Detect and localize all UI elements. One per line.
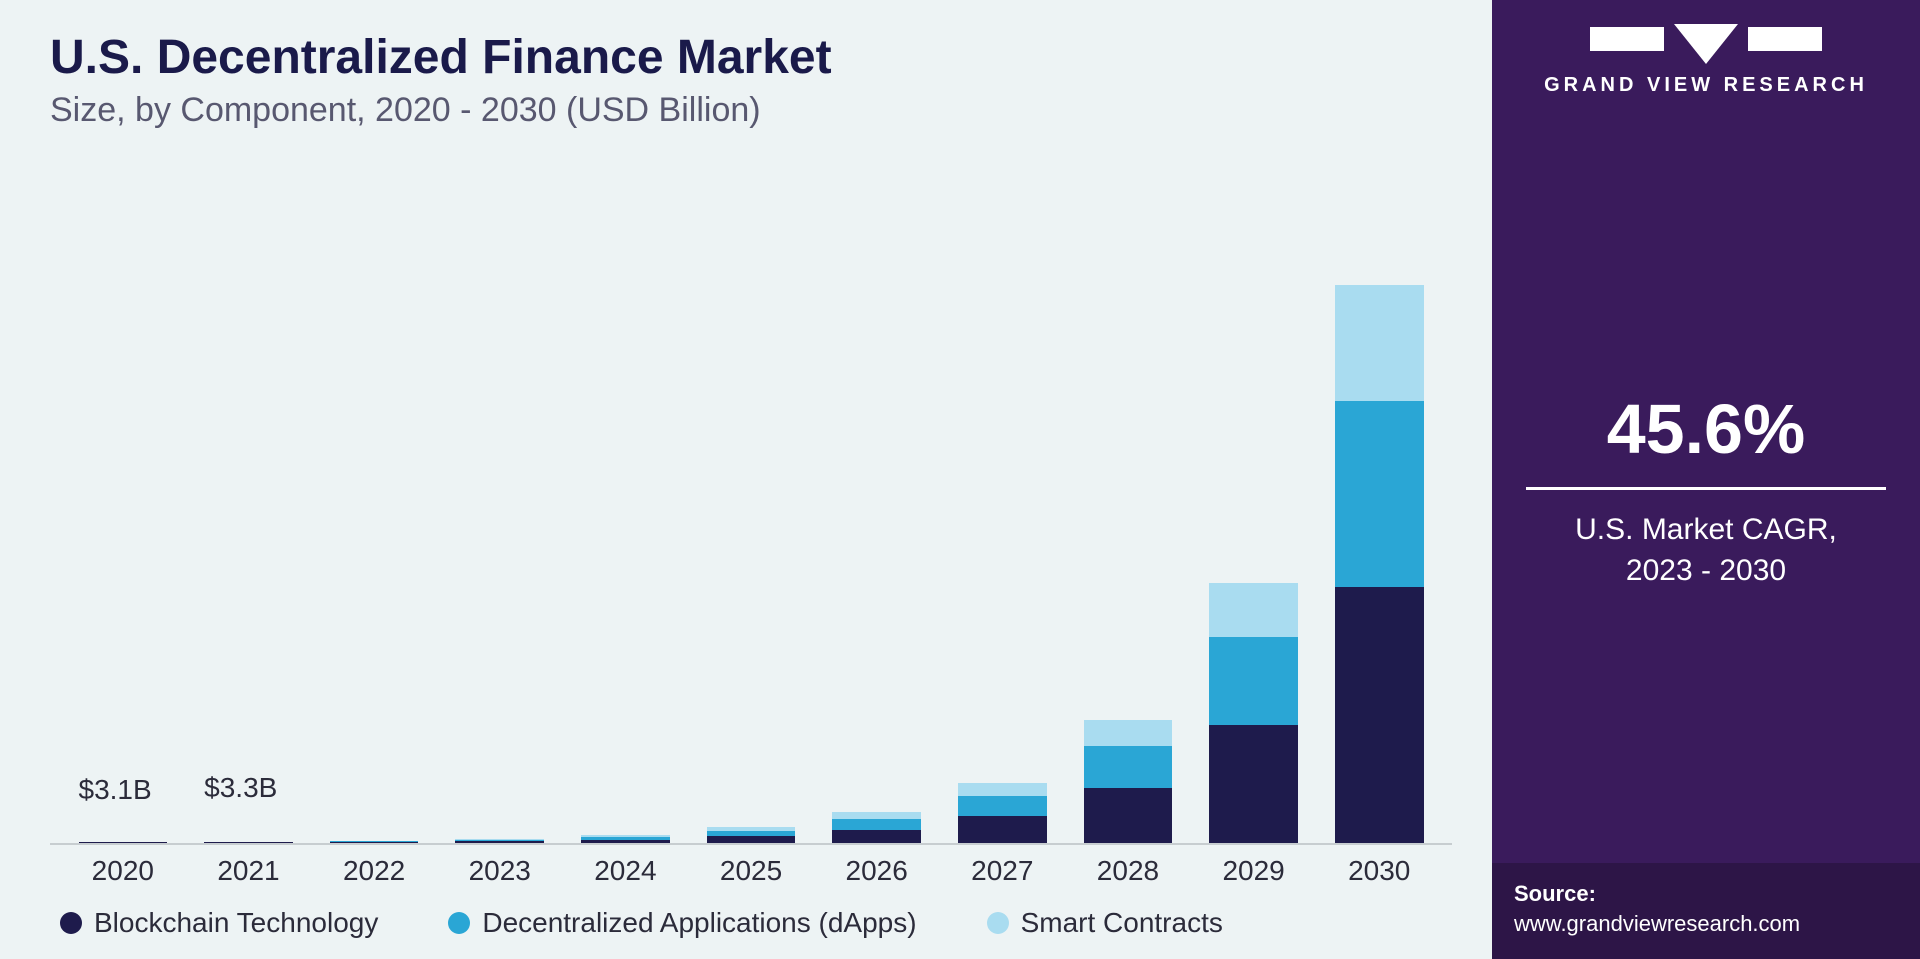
x-axis-label: 2028 (1071, 855, 1185, 887)
brand-logo: GRAND VIEW RESEARCH (1492, 0, 1920, 117)
bar-group: $3.1B (66, 150, 180, 843)
cagr-value: 45.6% (1607, 389, 1805, 469)
legend-item: Smart Contracts (987, 907, 1223, 939)
cagr-block: 45.6% U.S. Market CAGR, 2023 - 2030 (1492, 117, 1920, 863)
bar-stack: $3.3B (204, 810, 293, 843)
chart-subtitle: Size, by Component, 2020 - 2030 (USD Bil… (50, 91, 1452, 130)
bar-segment (1084, 788, 1173, 843)
plot-area: $3.1B $3.3B (50, 150, 1452, 845)
x-axis-label: 2024 (569, 855, 683, 887)
x-axis-label: 2030 (1322, 855, 1436, 887)
bar-group (317, 150, 431, 843)
bar-segment (1209, 583, 1298, 638)
bar-group (945, 150, 1059, 843)
bar-segment (1335, 285, 1424, 400)
bar-segment (832, 830, 921, 844)
x-axis-labels: 2020 2021 2022 2023 2024 2025 2026 2027 2028 2029… (50, 855, 1452, 887)
logo-text: GRAND VIEW RESEARCH (1520, 74, 1892, 97)
bar-segment (958, 796, 1047, 816)
bar-segment (581, 840, 670, 844)
legend-item: Blockchain Technology (60, 907, 378, 939)
x-axis-label: 2026 (820, 855, 934, 887)
source-title: Source: (1514, 881, 1898, 907)
x-axis-label: 2021 (192, 855, 306, 887)
bar-value-label: $3.1B (79, 774, 152, 806)
logo-icon (1520, 24, 1892, 64)
x-axis-label: 2029 (1197, 855, 1311, 887)
legend: Blockchain Technology Decentralized Appli… (50, 907, 1452, 939)
bar-segment (832, 812, 921, 819)
bar-group (1071, 150, 1185, 843)
chart-title: U.S. Decentralized Finance Market (50, 30, 1452, 85)
bar-segment (1335, 401, 1424, 588)
legend-label: Decentralized Applications (dApps) (482, 907, 916, 939)
bar-value-label: $3.3B (204, 772, 277, 804)
bar-segment (958, 783, 1047, 796)
legend-swatch (987, 912, 1009, 934)
bar-stack (1084, 551, 1173, 843)
bar-stack (958, 639, 1047, 843)
legend-label: Smart Contracts (1021, 907, 1223, 939)
x-axis-label: 2027 (945, 855, 1059, 887)
bar-segment (1084, 746, 1173, 788)
bar-group (694, 150, 808, 843)
x-axis-label: 2023 (443, 855, 557, 887)
source-block: Source: www.grandviewresearch.com (1492, 863, 1920, 959)
bar-segment (330, 842, 419, 843)
chart-panel: U.S. Decentralized Finance Market Size, … (0, 0, 1492, 959)
bar-segment (455, 841, 544, 843)
bar-group (1322, 150, 1436, 843)
bar-group: $3.3B (192, 150, 306, 843)
bar-segment (1209, 637, 1298, 725)
bar-segment (1335, 587, 1424, 843)
cagr-label: U.S. Market CAGR, 2023 - 2030 (1575, 510, 1837, 591)
source-url: www.grandviewresearch.com (1514, 911, 1898, 937)
legend-swatch (448, 912, 470, 934)
bar-group (443, 150, 557, 843)
bar-segment (1084, 720, 1173, 746)
bar-group (820, 150, 934, 843)
x-axis-label: 2020 (66, 855, 180, 887)
bar-stack (1335, 221, 1424, 843)
bar-group (569, 150, 683, 843)
x-axis-label: 2025 (694, 855, 808, 887)
legend-label: Blockchain Technology (94, 907, 378, 939)
bar-segment (707, 836, 796, 843)
legend-item: Decentralized Applications (dApps) (448, 907, 916, 939)
bar-stack (330, 801, 419, 843)
bar-segment (832, 819, 921, 829)
bar-group (1197, 150, 1311, 843)
bar-stack (1209, 418, 1298, 843)
bar-stack (707, 739, 796, 843)
bar-segment (204, 842, 293, 843)
legend-swatch (60, 912, 82, 934)
cagr-divider (1526, 487, 1886, 490)
bar-stack (455, 789, 544, 843)
side-panel: GRAND VIEW RESEARCH 45.6% U.S. Market CA… (1492, 0, 1920, 959)
bar-segment (958, 816, 1047, 843)
bar-segment (1209, 725, 1298, 843)
bar-stack: $3.1B (79, 812, 168, 843)
bar-stack (832, 697, 921, 843)
bar-stack (581, 769, 670, 843)
x-axis-label: 2022 (317, 855, 431, 887)
bar-segment (79, 842, 168, 843)
